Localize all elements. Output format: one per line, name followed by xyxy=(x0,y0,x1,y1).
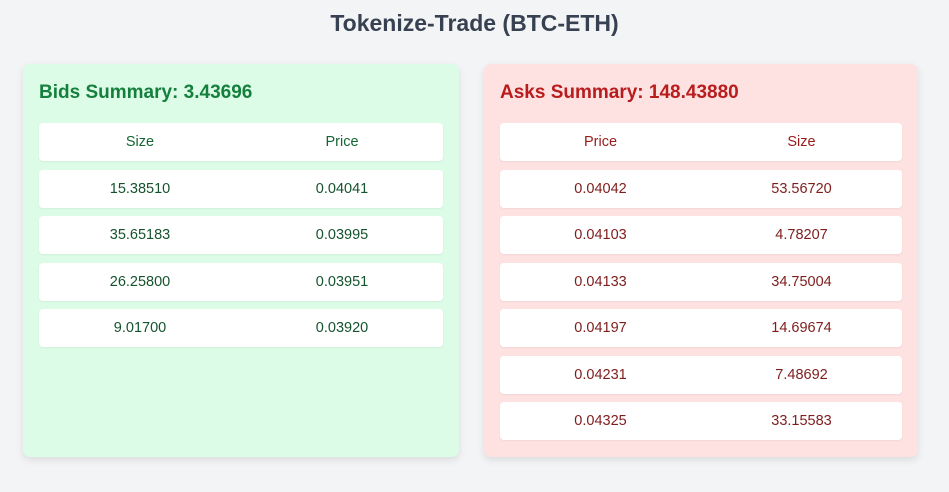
bid-size: 26.25800 xyxy=(109,273,171,290)
bids-table-row: 26.25800 0.03951 xyxy=(39,262,443,301)
bids-table-row: 15.38510 0.04041 xyxy=(39,169,443,208)
asks-table-row: 0.04103 4.78207 xyxy=(500,216,902,254)
bids-summary-heading: Bids Summary: 3.43696 xyxy=(39,82,443,104)
bids-panel: Bids Summary: 3.43696 Size Price 15.3851… xyxy=(23,64,459,457)
ask-size: 34.75004 xyxy=(771,273,832,290)
bid-price: 0.03951 xyxy=(315,273,369,290)
ask-price: 0.04133 xyxy=(574,273,627,290)
bid-size: 15.38510 xyxy=(109,180,171,197)
asks-summary-heading: Asks Summary: 148.43880 xyxy=(500,82,902,104)
bid-size: 9.01700 xyxy=(113,320,167,336)
ask-price: 0.04197 xyxy=(574,320,627,336)
bid-size: 35.65183 xyxy=(109,227,171,243)
bids-header-size: Size xyxy=(125,134,155,150)
asks-table-row: 0.04325 33.15583 xyxy=(500,402,902,440)
asks-summary-label: Asks Summary: xyxy=(500,82,644,103)
ask-size: 14.69674 xyxy=(771,320,832,336)
bid-price: 0.03920 xyxy=(315,320,369,336)
ask-size: 33.15583 xyxy=(771,413,832,429)
bids-table-row: 35.65183 0.03995 xyxy=(39,216,443,254)
ask-price: 0.04325 xyxy=(574,413,627,429)
asks-table-row: 0.04133 34.75004 xyxy=(500,262,902,301)
asks-header-price: Price xyxy=(583,134,618,150)
bids-table-header: Size Price xyxy=(39,123,443,161)
ask-price: 0.04103 xyxy=(574,227,627,243)
asks-table-header: Price Size xyxy=(500,123,902,161)
bids-header-price: Price xyxy=(325,134,359,150)
asks-panel: Asks Summary: 148.43880 Price Size 0.040… xyxy=(484,64,918,457)
bids-table-row: 9.01700 0.03920 xyxy=(39,309,443,347)
ask-size: 4.78207 xyxy=(775,227,828,243)
ask-size: 7.48692 xyxy=(775,366,828,383)
bids-summary-value: 3.43696 xyxy=(183,82,253,103)
bid-price: 0.04041 xyxy=(315,180,369,197)
bid-price: 0.03995 xyxy=(315,227,369,243)
ask-price: 0.04231 xyxy=(574,366,627,383)
asks-header-size: Size xyxy=(787,134,816,150)
asks-summary-value: 148.43880 xyxy=(648,82,739,103)
asks-table-row: 0.04231 7.48692 xyxy=(500,355,902,394)
page-title: Tokenize-Trade (BTC-ETH) xyxy=(330,10,619,36)
ask-size: 53.56720 xyxy=(771,180,832,197)
asks-table-row: 0.04042 53.56720 xyxy=(500,169,902,208)
asks-table-row: 0.04197 14.69674 xyxy=(500,309,902,347)
bids-summary-label: Bids Summary: xyxy=(39,82,179,103)
ask-price: 0.04042 xyxy=(574,180,627,197)
